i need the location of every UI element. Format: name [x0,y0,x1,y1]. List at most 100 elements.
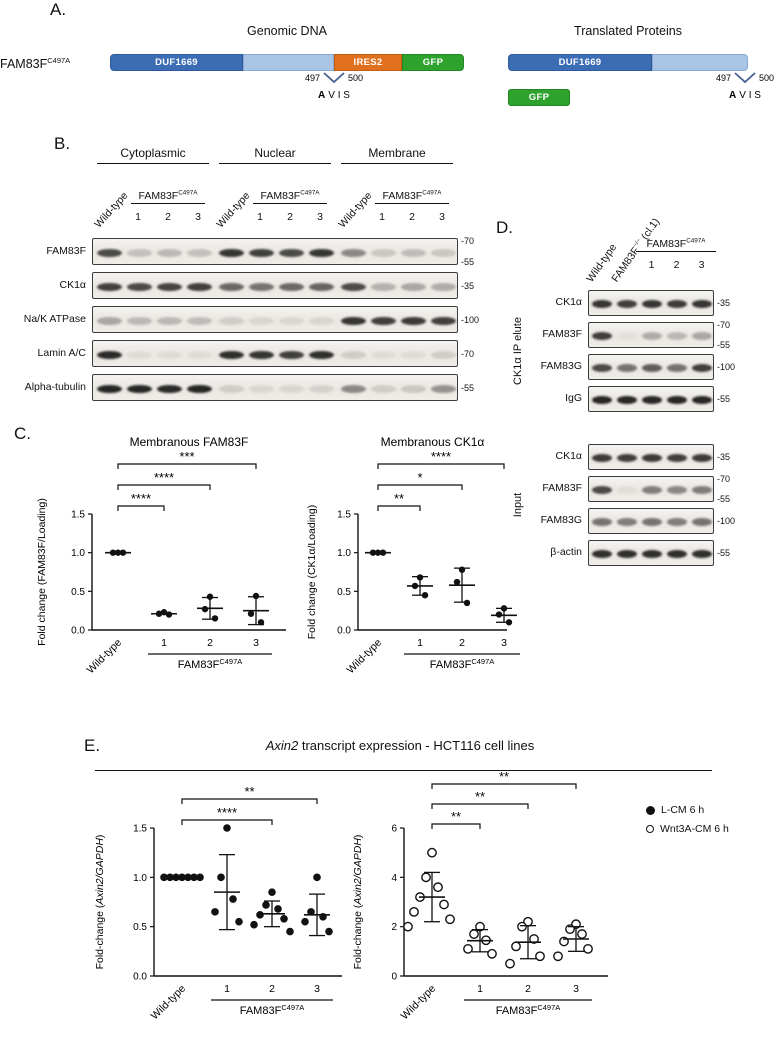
protein-band [340,384,366,393]
mw-marker: -70 [461,348,475,359]
protein-band [617,486,637,494]
svg-text:0: 0 [391,972,397,983]
protein-band [617,396,637,404]
mw-marker: -35 [717,298,731,308]
protein-band [248,350,274,359]
svg-text:1: 1 [161,637,167,649]
svg-text:FAM83FC497A: FAM83FC497A [240,1003,305,1017]
mw-marker: -55 [717,494,731,504]
protein-band [592,518,612,526]
mw-marker: -55 [717,548,731,558]
mw-marker: -70 [717,474,731,484]
panel-a: A. Genomic DNA Translated Proteins FAM83… [0,0,778,132]
svg-text:***: *** [179,449,194,464]
chart-svg: 0.0 0.5 1.0 1.5 Fold change (CK1α/Loading) Me… [306,435,520,677]
blot-FAM83F [588,322,714,348]
protein-band [126,316,152,325]
mw-marker: -55 [717,340,731,350]
protein-band [667,550,687,558]
protein-band [248,384,274,393]
protein-band [278,384,304,393]
protein-band [692,300,712,308]
svg-text:4: 4 [391,873,397,884]
svg-text:**: ** [475,789,485,804]
svg-text:**: ** [394,491,404,506]
protein-band [340,316,366,325]
svg-text:Fold-change (Axin2/GAPDH): Fold-change (Axin2/GAPDH) [94,835,106,970]
protein-band [278,248,304,257]
protein-band [667,518,687,526]
blot-row-label: CK1α [555,296,583,308]
blot-row-label: FAM83F [46,244,86,257]
svg-text:497: 497 [716,73,731,83]
blot-FAM83F [588,476,714,502]
protein-band [156,350,182,359]
protein-band [692,486,712,494]
protein-band [370,350,396,359]
svg-text:500: 500 [348,73,363,83]
protein-band [308,316,334,325]
svg-text:2: 2 [269,983,275,995]
blot-IgG [588,386,714,412]
svg-text:Wild-type: Wild-type [345,637,385,677]
panel-a-label: A. [50,0,67,19]
protein-band [667,332,687,340]
lane-group-label-fam83f-c497a: FAM83FC497A [375,190,449,204]
protein-band [370,384,396,393]
svg-text:0.5: 0.5 [71,587,85,598]
protein-band [592,486,612,494]
blot-Lamin A/C [92,340,458,367]
svg-text:1.5: 1.5 [71,510,85,521]
svg-text:Wild-type: Wild-type [85,637,125,677]
protein-band [308,384,334,393]
protein-band [592,332,612,340]
svg-text:1.5: 1.5 [133,824,147,835]
protein-band [126,282,152,291]
svg-text:1: 1 [417,637,423,649]
translated-gfp-box: GFP [508,89,570,106]
svg-text:****: **** [431,449,451,464]
svg-text:0.5: 0.5 [337,587,351,598]
protein-band [642,332,662,340]
panel-c-label: C. [14,424,31,443]
protein-band [592,364,612,372]
mw-marker: -35 [461,280,475,291]
linker-region [243,54,334,71]
blot-row-label: β-actin [550,546,582,558]
chart-legend: L-CM 6 h Wnt3A-CM 6 h [646,804,729,842]
blot-CK1α [588,444,714,470]
legend-item-lcm: L-CM 6 h [646,804,729,816]
svg-text:1.0: 1.0 [133,873,147,884]
blot-row-label: CK1α [555,450,583,462]
protein-band [218,282,244,291]
protein-band [642,396,662,404]
protein-band [692,396,712,404]
svg-text:0.0: 0.0 [133,972,147,983]
svg-text:Fold change (FAM83F/Loading): Fold change (FAM83F/Loading) [36,498,48,646]
protein-band [126,350,152,359]
legend-label-wnt3a: Wnt3A-CM 6 h [660,823,729,835]
protein-band [692,518,712,526]
mw-marker: -55 [461,382,475,393]
blot-Alpha-tubulin [92,374,458,401]
protein-band [617,550,637,558]
protein-band [400,248,426,257]
protein-band [248,282,274,291]
protein-band [430,248,456,257]
protein-band [186,316,212,325]
protein-band [218,248,244,257]
blot-CK1α [92,272,458,299]
protein-band [218,384,244,393]
protein-band [692,364,712,372]
protein-band [96,282,122,291]
svg-text:Fold-change (Axin2/GAPDH): Fold-change (Axin2/GAPDH) [352,835,364,970]
svg-text:1.0: 1.0 [337,548,351,559]
svg-text:500: 500 [759,73,774,83]
protein-band [218,316,244,325]
blot-FAM83F [92,238,458,265]
fraction-header-membrane: Membrane [341,146,453,164]
panel-e-label: E. [84,736,101,755]
